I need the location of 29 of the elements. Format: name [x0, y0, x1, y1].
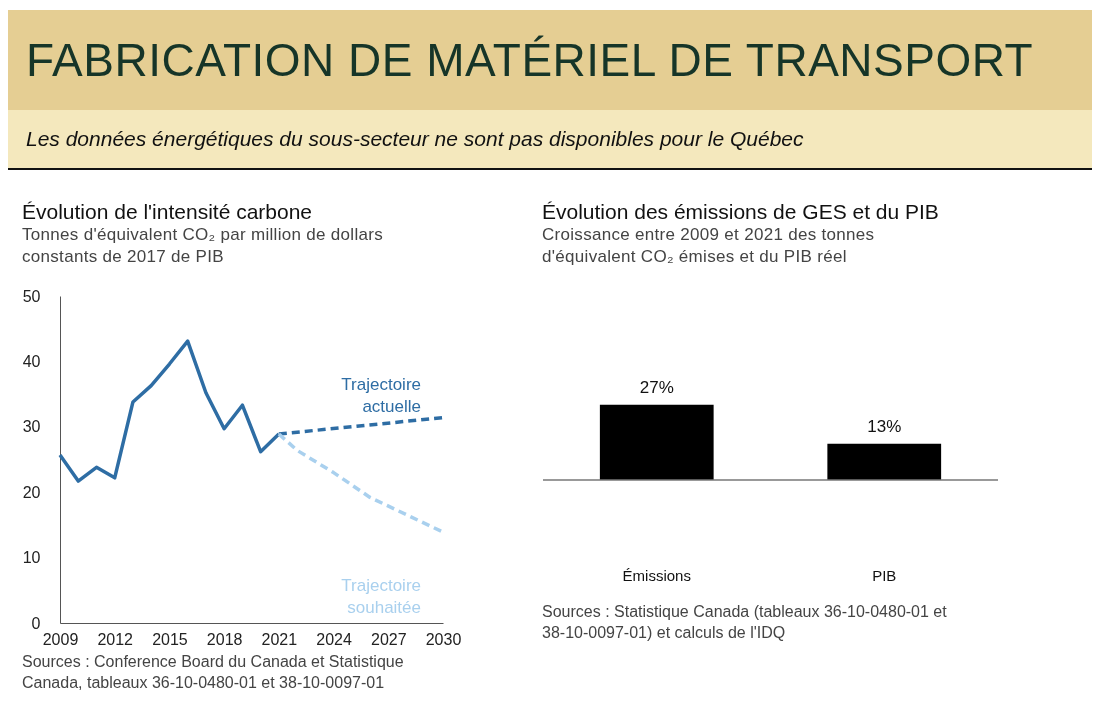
- source-note: Sources : Statistique Canada (tableaux 36-10-0480-01 et 38-10-0097-01) et calculs de l'IDQ: [542, 602, 948, 643]
- x-tick-label: 2018: [206, 630, 243, 648]
- data-label: 13%: [867, 416, 902, 436]
- data-label: 27%: [639, 377, 674, 397]
- line-series: [277, 432, 445, 534]
- y-tick-label: 20: [22, 483, 41, 501]
- x-tick-label: 2015: [152, 630, 188, 648]
- y-tick-label: 10: [22, 549, 41, 567]
- x-tick-label: 2024: [316, 630, 352, 648]
- series-label: Trajectoire actuelle: [341, 374, 421, 416]
- x-tick-label: PIB: [872, 566, 897, 584]
- y-tick-label: 30: [22, 418, 41, 436]
- chart-subtitle: Tonnes d'équivalent CO₂ par million de dollars constants de 2017 de PIB: [22, 224, 384, 268]
- source-note: Sources : Conference Board du Canada et Statistique Canada, tableaux 36-10-0480-01 et 38-10-0097-01: [22, 652, 405, 693]
- x-tick-label: 2030: [425, 630, 462, 648]
- x-tick-label: 2027: [370, 630, 407, 648]
- text: Trajectoire souhaitée: [341, 576, 421, 618]
- x-tick-label: 2021: [261, 630, 298, 648]
- x-tick-label: 2012: [97, 630, 134, 648]
- chart-title: Évolution des émissions de GES et du PIB: [542, 200, 940, 224]
- x-tick-label: Émissions: [622, 566, 691, 584]
- chart-subtitle: Croissance entre 2009 et 2021 des tonnes d'équivalent CO₂ émises et du PIB réel: [542, 224, 876, 268]
- chart-title: Évolution de l'intensité carbone: [22, 200, 314, 224]
- y-tick-label: 50: [22, 287, 41, 305]
- text: Les données énergétiques du sous-secteur ne sont pas disponibles pour le Québec: [8, 110, 1092, 170]
- x-tick-label: 2009: [42, 630, 79, 648]
- y-tick-label: 0: [31, 614, 41, 632]
- text: FABRICATION DE MATÉRIEL DE TRANSPORT: [8, 10, 1092, 110]
- y-tick-label: 40: [22, 352, 41, 370]
